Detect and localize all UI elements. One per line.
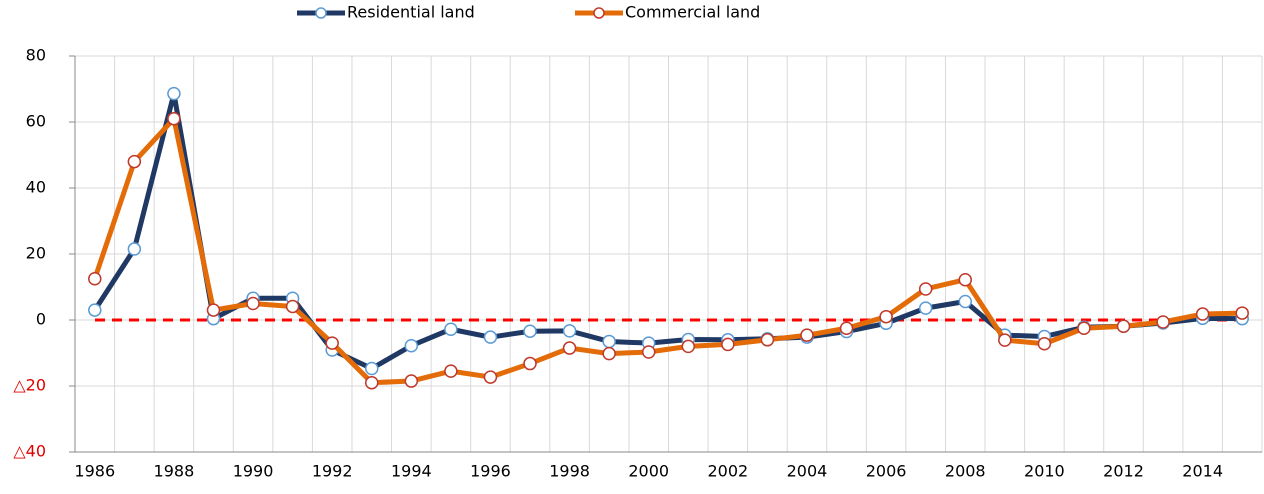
point	[879, 309, 893, 324]
point	[760, 333, 775, 347]
legend-label: Residential land	[347, 3, 475, 22]
y-tick-label: 0	[36, 310, 46, 329]
x-tick-label: 2008	[945, 462, 986, 481]
point	[562, 341, 577, 355]
point	[1235, 306, 1249, 320]
point	[88, 303, 102, 317]
point	[523, 356, 537, 371]
point	[1156, 315, 1170, 329]
point	[1077, 321, 1091, 335]
point	[562, 324, 577, 338]
x-tick-label: 2002	[707, 462, 748, 481]
legend-marker	[315, 7, 327, 19]
point	[1195, 307, 1210, 321]
point	[523, 324, 537, 338]
y-tick-label: 60	[26, 112, 46, 131]
y-tick-label: 80	[26, 46, 46, 65]
x-tick-label: 1996	[470, 462, 511, 481]
y-tick-label: 40	[26, 178, 46, 197]
point	[444, 322, 458, 336]
x-tick-label: 2010	[1024, 462, 1065, 481]
legend-label: Commercial land	[625, 3, 760, 22]
point	[246, 296, 260, 311]
point	[444, 364, 458, 378]
point	[365, 361, 379, 376]
point	[167, 86, 181, 101]
point	[800, 328, 814, 342]
point	[918, 301, 933, 315]
x-tick-label: 1986	[74, 462, 115, 481]
point	[839, 321, 854, 335]
point	[641, 345, 656, 359]
point	[325, 336, 339, 350]
point	[404, 338, 419, 353]
point	[365, 375, 379, 390]
point	[998, 333, 1012, 347]
point	[285, 299, 300, 314]
point	[483, 330, 498, 344]
point	[404, 374, 419, 388]
y-tick-label: △20	[13, 376, 46, 395]
x-tick-label: 1988	[154, 462, 195, 481]
x-tick-label: 2012	[1103, 462, 1144, 481]
point	[602, 334, 616, 349]
x-tick-label: 1998	[549, 462, 590, 481]
point	[958, 272, 972, 287]
point	[1116, 319, 1131, 334]
point	[167, 111, 181, 126]
x-tick-label: 2000	[628, 462, 669, 481]
legend-marker	[593, 7, 605, 19]
point	[681, 339, 696, 354]
point	[918, 282, 933, 296]
point	[127, 154, 142, 169]
point	[721, 337, 735, 352]
x-tick-label: 2006	[866, 462, 907, 481]
point	[483, 370, 498, 384]
point	[1037, 337, 1052, 351]
point	[88, 272, 102, 286]
point	[958, 294, 972, 309]
point	[127, 242, 142, 256]
x-tick-label: 2004	[787, 462, 828, 481]
y-tick-label: 20	[26, 244, 46, 263]
point	[602, 346, 616, 361]
x-tick-label: 1990	[233, 462, 274, 481]
x-tick-label: 2014	[1182, 462, 1223, 481]
y-tick-label: △40	[13, 442, 46, 461]
x-tick-label: 1994	[391, 462, 432, 481]
point	[206, 303, 221, 317]
x-tick-label: 1992	[312, 462, 353, 481]
